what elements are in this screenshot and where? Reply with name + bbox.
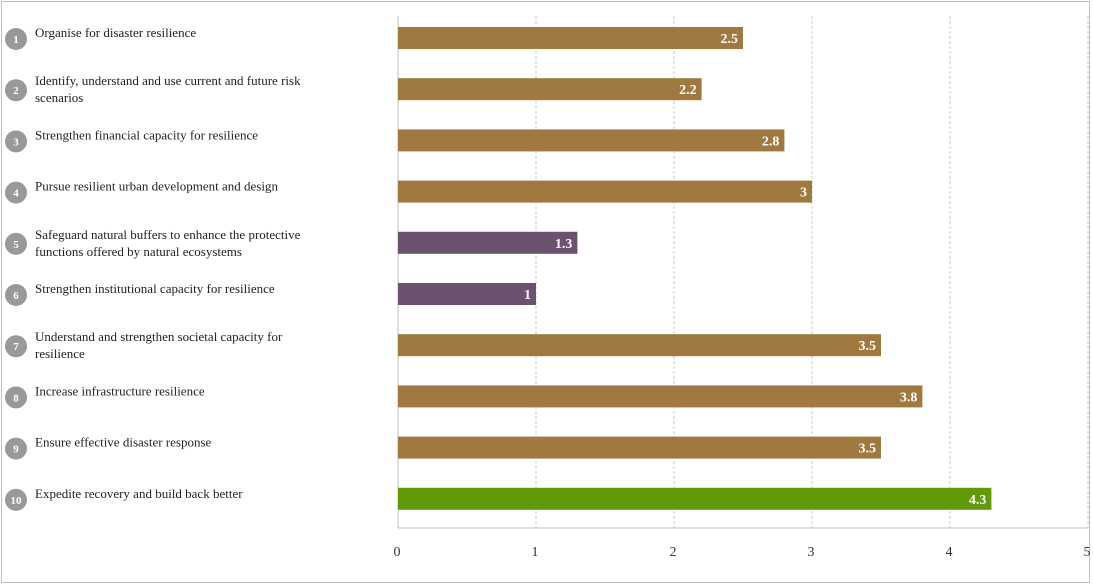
bar — [398, 283, 536, 305]
row-number-badge — [5, 130, 27, 153]
category-label: Pursue resilient urban development and d… — [35, 179, 278, 194]
category-label-line: Pursue resilient urban development and d… — [35, 179, 278, 194]
bar — [398, 180, 812, 203]
category-label-line: Ensure effective disaster response — [35, 435, 212, 450]
row-number-badge — [5, 284, 27, 306]
row-number-badge — [5, 181, 27, 204]
category-label-line: Understand and strengthen societal capac… — [35, 329, 283, 344]
bar — [398, 231, 578, 254]
category-label: Expedite recovery and build back better — [35, 486, 243, 501]
x-tick-label: 3 — [808, 545, 815, 560]
bar — [398, 487, 992, 510]
value-label: 1.3 — [555, 237, 573, 252]
row-number: 8 — [13, 392, 19, 404]
row-number: 6 — [13, 290, 19, 302]
category-label: Ensure effective disaster response — [35, 435, 212, 450]
value-label: 3.8 — [900, 390, 918, 405]
value-label: 3 — [800, 186, 807, 201]
row-number: 7 — [13, 341, 19, 353]
bar — [398, 436, 881, 459]
value-label: 3.5 — [859, 442, 877, 457]
category-label: Increase infrastructure resilience — [35, 383, 205, 398]
row-number-badge — [5, 79, 27, 102]
bar — [398, 334, 881, 357]
category-label-line: Strengthen financial capacity for resili… — [35, 127, 258, 142]
x-tick-label: 0 — [394, 545, 401, 560]
category-label: Strengthen financial capacity for resili… — [35, 127, 258, 142]
x-tick-label: 2 — [670, 545, 677, 560]
row-number: 10 — [11, 495, 23, 507]
category-label: Safeguard natural buffers to enhance the… — [35, 227, 301, 259]
row-number-badge — [5, 488, 27, 511]
category-label-line: scenarios — [35, 90, 83, 105]
row-number: 3 — [13, 136, 19, 148]
category-label-line: Strengthen institutional capacity for re… — [35, 281, 275, 296]
value-label: 2.2 — [679, 83, 697, 98]
category-label-line: Expedite recovery and build back better — [35, 486, 243, 501]
row-number-badge — [5, 386, 27, 409]
category-label-line: Safeguard natural buffers to enhance the… — [35, 227, 301, 242]
category-label: Organise for disaster resilience — [35, 25, 196, 40]
value-label: 2.8 — [762, 134, 780, 149]
value-label: 1 — [524, 288, 531, 303]
category-label: Understand and strengthen societal capac… — [35, 329, 283, 361]
category-label-line: Identify, understand and use current and… — [35, 73, 301, 88]
row-number: 1 — [13, 34, 19, 46]
x-tick-label: 5 — [1084, 545, 1091, 560]
bar — [398, 27, 743, 49]
category-label-line: functions offered by natural ecosystems — [35, 244, 242, 259]
value-label: 4.3 — [969, 493, 987, 508]
row-number: 2 — [13, 85, 19, 97]
x-tick-label: 4 — [946, 545, 953, 560]
row-number-badge — [5, 437, 27, 460]
x-tick-label: 1 — [532, 545, 539, 560]
category-label-line: Increase infrastructure resilience — [35, 383, 205, 398]
row-number: 5 — [13, 239, 19, 251]
category-label-line: Organise for disaster resilience — [35, 25, 196, 40]
bar — [398, 129, 785, 152]
row-number: 9 — [13, 444, 19, 456]
row-number: 4 — [13, 188, 19, 200]
row-number-badge — [5, 232, 27, 255]
category-label: Strengthen institutional capacity for re… — [35, 281, 275, 296]
bar — [398, 385, 923, 408]
category-label: Identify, understand and use current and… — [35, 73, 301, 105]
row-number-badge — [5, 28, 27, 50]
value-label: 2.5 — [721, 32, 739, 47]
row-number-badge — [5, 335, 27, 358]
bar — [398, 78, 702, 101]
category-label-line: resilience — [35, 346, 85, 361]
value-label: 3.5 — [859, 339, 877, 354]
